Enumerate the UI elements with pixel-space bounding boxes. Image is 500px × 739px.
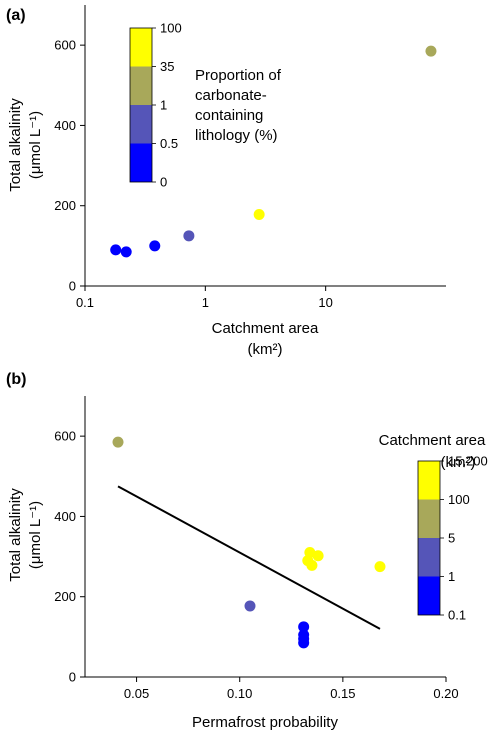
data-point (253, 209, 265, 221)
panel-a-ylabel-unit: (μmol L⁻¹) (27, 111, 44, 179)
panel-b-label: (b) (6, 371, 26, 388)
y-tick-label: 600 (54, 429, 76, 444)
y-tick-label: 0 (69, 670, 76, 685)
x-tick-label: 0.10 (227, 686, 252, 701)
panel-a-label: (a) (6, 7, 26, 24)
panel-b-colorbar-title: Catchment area (km²) (379, 432, 486, 471)
colorbar-tick-label: 100 (448, 492, 470, 507)
y-tick-label: 400 (54, 509, 76, 524)
colorbar-title-line: Catchment area (379, 432, 486, 449)
data-point (244, 600, 256, 612)
data-point (312, 550, 324, 562)
colorbar-band (418, 576, 440, 615)
y-tick-label: 400 (54, 118, 76, 133)
colorbar-band (418, 499, 440, 538)
colorbar-title-line: containing (195, 107, 263, 124)
colorbar-band (130, 143, 152, 182)
x-tick-label: 0.1 (76, 295, 94, 310)
data-point (425, 45, 437, 57)
panel-a-colorbar-title: Proportion of carbonate- containing lith… (195, 67, 282, 144)
colorbar-tick-label: 5 (448, 531, 455, 546)
panel-b-xlabel: Permafrost probability (192, 714, 338, 731)
colorbar-title-line: carbonate- (195, 87, 267, 104)
y-tick-label: 200 (54, 198, 76, 213)
data-point (112, 436, 124, 448)
colorbar-title-line: (km²) (441, 454, 476, 471)
data-point (120, 246, 132, 258)
colorbar-tick-label: 0.5 (160, 136, 178, 151)
data-point (110, 244, 122, 256)
colorbar-band (130, 28, 152, 67)
x-tick-label: 0.20 (433, 686, 458, 701)
colorbar-band (130, 105, 152, 144)
panel-a-colorbar: 0 0.5 1 35 100 (129, 21, 182, 190)
colorbar-tick-label: 100 (160, 21, 182, 36)
data-point (298, 637, 310, 649)
panel-b-ylabel: Total alkalinity (7, 488, 24, 582)
colorbar-tick-label: 1 (448, 569, 455, 584)
panel-b-ylabel-unit: (μmol L⁻¹) (27, 501, 44, 569)
colorbar-tick-label: 35 (160, 59, 174, 74)
x-tick-label: 0.05 (124, 686, 149, 701)
x-tick-label: 1 (202, 295, 209, 310)
colorbar-band (418, 461, 440, 500)
panel-a-ylabel: Total alkalinity (7, 98, 24, 192)
data-point (304, 547, 316, 559)
colorbar-title-line: Proportion of (195, 67, 282, 84)
colorbar-tick-label: 0 (160, 175, 167, 190)
y-tick-label: 200 (54, 589, 76, 604)
colorbar-tick-label: 1 (160, 98, 167, 113)
panel-a-xlabel-unit: (km²) (248, 341, 283, 358)
x-tick-label: 10 (318, 295, 332, 310)
y-tick-label: 0 (69, 279, 76, 294)
colorbar-title-line: lithology (%) (195, 127, 278, 144)
panel-a-xlabel: Catchment area (212, 320, 319, 337)
y-tick-label: 600 (54, 38, 76, 53)
colorbar-tick-label: 0.1 (448, 608, 466, 623)
x-tick-label: 0.15 (330, 686, 355, 701)
data-point (374, 561, 386, 573)
data-point (183, 230, 195, 242)
data-point (298, 621, 310, 633)
data-point (306, 559, 318, 571)
panel-b-colorbar: 0.1 1 5 100 15,200 (417, 454, 488, 623)
regression-line (117, 485, 381, 630)
colorbar-band (130, 66, 152, 105)
data-point (149, 240, 161, 252)
colorbar-band (418, 538, 440, 577)
colorbar-tick-label: 15,200 (448, 454, 488, 469)
